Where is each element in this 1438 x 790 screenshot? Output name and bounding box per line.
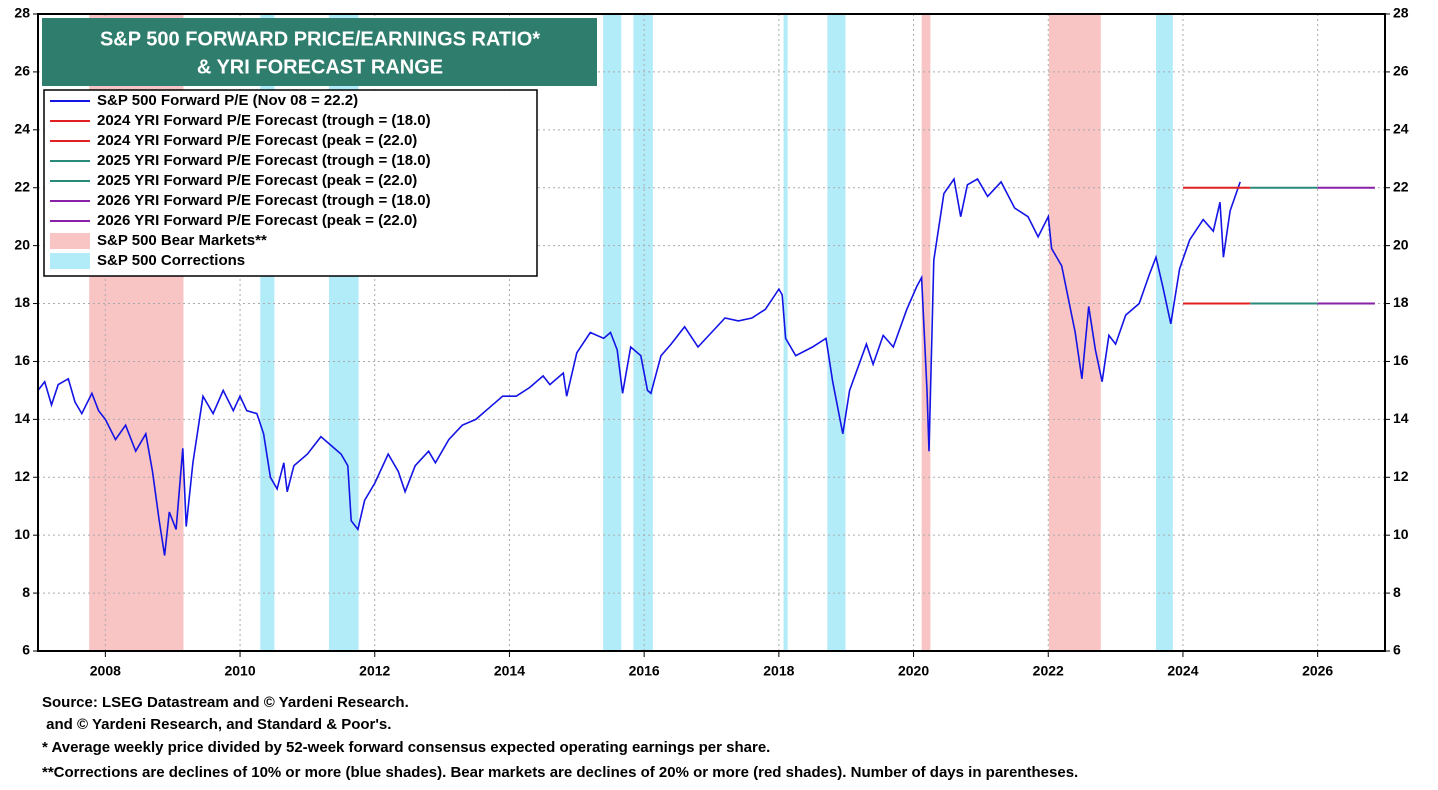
x-tick-label: 2010 — [224, 663, 255, 679]
shaded-region — [1156, 14, 1173, 651]
y2-tick-label: 14 — [1393, 410, 1409, 426]
shaded-region — [633, 14, 653, 651]
y-tick-label: 14 — [14, 410, 30, 426]
x-tick-label: 2024 — [1167, 663, 1198, 679]
y2-tick-label: 22 — [1393, 178, 1409, 194]
shaded-region — [603, 14, 622, 651]
y2-tick-label: 16 — [1393, 352, 1409, 368]
chart-title: S&P 500 FORWARD PRICE/EARNINGS RATIO* — [100, 28, 540, 50]
legend-box — [43, 89, 538, 277]
y-tick-label: 20 — [14, 236, 30, 252]
legend-label: S&P 500 Corrections — [97, 252, 245, 269]
y2-tick-label: 24 — [1393, 121, 1409, 137]
chart-title: & YRI FORECAST RANGE — [197, 56, 443, 78]
legend-label: 2026 YRI Forward P/E Forecast (peak = (2… — [97, 212, 417, 229]
x-tick-label: 2018 — [763, 663, 794, 679]
y-tick-label: 26 — [14, 63, 30, 79]
y2-tick-label: 28 — [1393, 5, 1409, 21]
x-tick-label: 2020 — [898, 663, 929, 679]
y2-tick-label: 8 — [1393, 584, 1401, 600]
x-tick-label: 2014 — [494, 663, 525, 679]
footnote: Source: LSEG Datastream and © Yardeni Re… — [42, 694, 409, 711]
x-tick-label: 2008 — [90, 663, 121, 679]
legend-label: 2024 YRI Forward P/E Forecast (trough = … — [97, 112, 431, 129]
legend-swatch — [50, 253, 90, 269]
legend-label: 2025 YRI Forward P/E Forecast (trough = … — [97, 152, 431, 169]
footnote: * Average weekly price divided by 52-wee… — [42, 739, 770, 756]
footnote: and © Yardeni Research, and Standard & P… — [42, 716, 391, 733]
shaded-region — [827, 14, 846, 651]
y-tick-label: 18 — [14, 294, 30, 310]
y2-tick-label: 26 — [1393, 63, 1409, 79]
shaded-region — [921, 14, 931, 651]
x-tick-label: 2026 — [1302, 663, 1333, 679]
legend-label: S&P 500 Bear Markets** — [97, 232, 267, 249]
x-tick-label: 2012 — [359, 663, 390, 679]
legend-swatch — [50, 233, 90, 249]
y2-tick-label: 6 — [1393, 642, 1401, 658]
y-tick-label: 28 — [14, 5, 30, 21]
x-tick-label: 2022 — [1033, 663, 1064, 679]
y2-tick-label: 10 — [1393, 526, 1409, 542]
title-box — [42, 18, 597, 86]
y-tick-label: 22 — [14, 178, 30, 194]
y-tick-label: 6 — [22, 642, 30, 658]
series-line — [37, 176, 1241, 556]
x-tick-label: 2016 — [629, 663, 660, 679]
legend-label: 2024 YRI Forward P/E Forecast (peak = (2… — [97, 132, 417, 149]
legend-label: S&P 500 Forward P/E (Nov 08 = 22.2) — [97, 92, 358, 109]
plot-frame — [37, 13, 1386, 652]
y2-tick-label: 20 — [1393, 236, 1409, 252]
y2-tick-label: 12 — [1393, 468, 1409, 484]
y-tick-label: 16 — [14, 352, 30, 368]
y2-tick-label: 18 — [1393, 294, 1409, 310]
y-tick-label: 10 — [14, 526, 30, 542]
legend-label: 2026 YRI Forward P/E Forecast (trough = … — [97, 192, 431, 209]
y-tick-label: 8 — [22, 584, 30, 600]
y-tick-label: 12 — [14, 468, 30, 484]
footnote: **Corrections are declines of 10% or mor… — [42, 764, 1078, 781]
legend-label: 2025 YRI Forward P/E Forecast (peak = (2… — [97, 172, 417, 189]
y-tick-label: 24 — [14, 121, 30, 137]
